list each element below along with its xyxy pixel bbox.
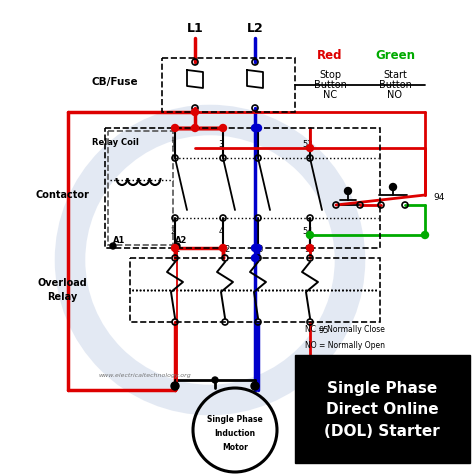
Text: 1: 1 xyxy=(170,140,176,149)
Text: 96: 96 xyxy=(305,245,315,254)
Text: T3: T3 xyxy=(253,245,263,254)
Text: CB/Fuse: CB/Fuse xyxy=(91,77,138,87)
Text: 4: 4 xyxy=(219,227,224,236)
Text: www.electricaltechnology.org: www.electricaltechnology.org xyxy=(99,373,191,377)
Text: Red: Red xyxy=(317,48,343,62)
Text: 95: 95 xyxy=(319,326,329,335)
Text: Stop: Stop xyxy=(319,70,341,80)
Circle shape xyxy=(191,125,199,131)
Bar xyxy=(108,131,173,245)
Circle shape xyxy=(307,231,313,238)
Text: 3: 3 xyxy=(219,140,224,149)
Text: Motor: Motor xyxy=(222,444,248,453)
Text: L2: L2 xyxy=(246,21,264,35)
Text: NO = Normally Open: NO = Normally Open xyxy=(305,340,385,349)
Circle shape xyxy=(191,109,199,116)
Text: Single Phase: Single Phase xyxy=(207,416,263,425)
Circle shape xyxy=(171,382,179,390)
Text: Single Phase
Direct Online
(DOL) Starter: Single Phase Direct Online (DOL) Starter xyxy=(324,382,440,438)
Text: NO: NO xyxy=(388,90,402,100)
Circle shape xyxy=(212,377,218,383)
Bar xyxy=(162,58,295,112)
Circle shape xyxy=(421,231,428,238)
Text: 94: 94 xyxy=(433,192,444,201)
Text: 2: 2 xyxy=(170,227,176,236)
Circle shape xyxy=(174,243,180,249)
Text: T1: T1 xyxy=(170,245,180,254)
Text: Button: Button xyxy=(314,80,346,90)
Text: A1: A1 xyxy=(113,236,126,245)
Circle shape xyxy=(172,125,179,131)
Text: 6: 6 xyxy=(253,227,259,236)
Circle shape xyxy=(219,245,227,252)
Text: NC = Normally Close: NC = Normally Close xyxy=(305,326,385,335)
Circle shape xyxy=(255,125,262,131)
Bar xyxy=(105,128,380,248)
Circle shape xyxy=(172,245,179,252)
Text: Button: Button xyxy=(379,80,411,90)
Text: Relay Coil: Relay Coil xyxy=(91,138,138,147)
Bar xyxy=(130,258,380,322)
Circle shape xyxy=(219,125,227,131)
Text: Start: Start xyxy=(383,70,407,80)
Polygon shape xyxy=(187,70,203,88)
Text: 53: 53 xyxy=(303,140,313,149)
Text: T2: T2 xyxy=(220,245,230,254)
Circle shape xyxy=(255,245,262,252)
Circle shape xyxy=(252,125,258,131)
Circle shape xyxy=(110,243,116,249)
Text: L1: L1 xyxy=(187,21,203,35)
Text: 54: 54 xyxy=(303,227,313,236)
Circle shape xyxy=(307,245,313,252)
Circle shape xyxy=(251,382,259,390)
Text: 5: 5 xyxy=(254,140,259,149)
Circle shape xyxy=(345,188,352,194)
FancyBboxPatch shape xyxy=(295,355,470,463)
Text: A2: A2 xyxy=(175,236,187,245)
Circle shape xyxy=(307,145,313,152)
Text: Induction: Induction xyxy=(214,429,255,438)
Text: Green: Green xyxy=(375,48,415,62)
Polygon shape xyxy=(247,70,263,88)
Circle shape xyxy=(390,183,396,191)
Text: Overload
Relay: Overload Relay xyxy=(37,278,87,301)
Circle shape xyxy=(252,255,258,262)
Text: NC: NC xyxy=(323,90,337,100)
Circle shape xyxy=(252,245,258,252)
Text: Contactor: Contactor xyxy=(35,190,89,200)
